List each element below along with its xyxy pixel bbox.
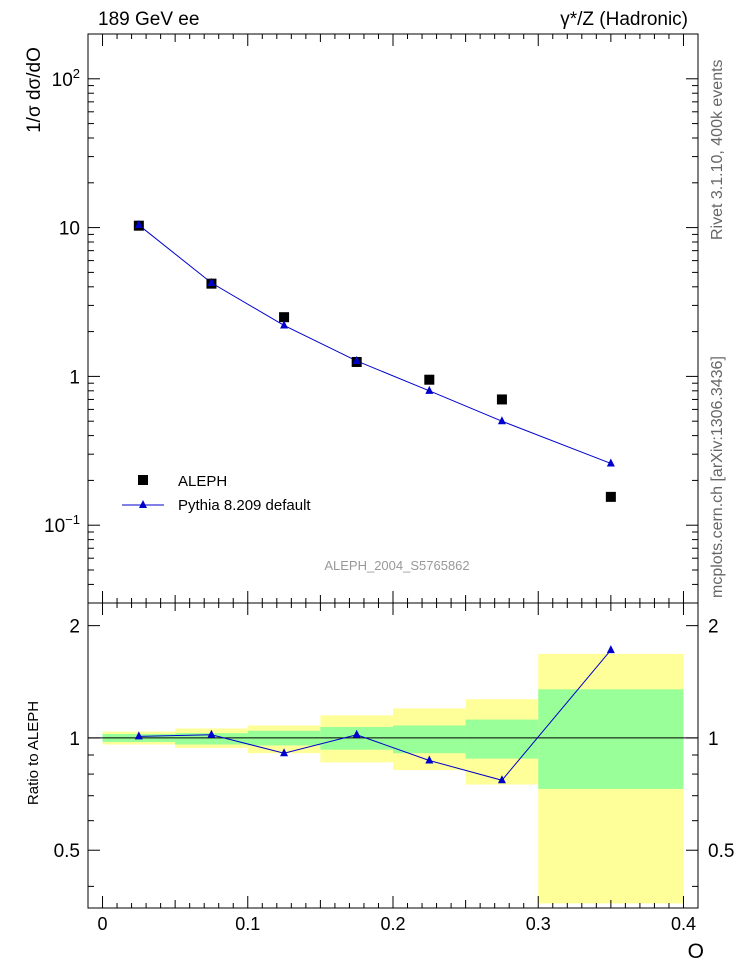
legend-label-aleph: ALEPH: [178, 473, 227, 490]
x-tick-label: 0.3: [526, 914, 551, 934]
ratio-pythia-point: [606, 645, 615, 654]
x-axis-label: O: [688, 940, 704, 963]
ratio-band-inner-1: [175, 733, 248, 745]
aleph-data-point: [496, 394, 507, 405]
ratio-band-inner-6: [538, 689, 684, 789]
pythia-data-point: [207, 277, 216, 286]
ratio-pythia-point: [497, 775, 506, 784]
main-y-tick-label: 1: [69, 367, 80, 388]
main-y-tick-label: 10−1: [44, 512, 80, 537]
aleph-data-point: [605, 491, 616, 502]
ratio-pythia-point: [425, 755, 434, 764]
ratio-y-tick-label-right: 1: [708, 729, 719, 750]
legend-label-pythia: Pythia 8.209 default: [178, 497, 311, 514]
pythia-data-point: [352, 355, 361, 364]
legend-marker-aleph: [138, 475, 148, 485]
aleph-data-point: [279, 312, 290, 323]
aleph-data-point: [424, 374, 435, 385]
pythia-line: [138, 224, 612, 464]
side-label-rivet: Rivet 3.1.10, 400k events: [709, 59, 726, 240]
x-tick-label: 0.4: [671, 914, 696, 934]
pythia-data-point: [497, 416, 506, 425]
ratio-pythia-point: [280, 748, 289, 757]
pythia-data-point: [134, 220, 143, 229]
x-tick-label: 0.1: [235, 914, 260, 934]
ratio-y-tick-label: 0.5: [54, 841, 80, 862]
x-tick-label: 0: [98, 914, 108, 934]
ratio-y-tick-label: 1: [69, 729, 80, 750]
header-left: 189 GeV ee: [98, 9, 199, 30]
ratio-y-tick-label-right: 0.5: [708, 841, 734, 862]
ratio-y-axis-label: Ratio to ALEPH: [25, 701, 42, 805]
ratio-plot-frame: 0 0.1 0.2 0.3 0.4 0.5 0.5 1 1 2 2: [54, 602, 734, 934]
ratio-pythia-point: [134, 731, 143, 740]
main-plot-frame: 102 10 1 10−1: [44, 33, 699, 604]
legend-marker-pythia: [139, 500, 147, 508]
main-plot-border: [87, 33, 699, 604]
pythia-data-point: [606, 458, 615, 467]
main-y-tick-label: 102: [52, 66, 80, 91]
main-y-tick-label: 10: [59, 219, 80, 240]
main-y-axis-label: 1/σ dσ/dO: [24, 47, 45, 133]
pythia-data-point: [425, 385, 434, 394]
ratio-band-inner-5: [465, 719, 539, 759]
legend: ALEPH Pythia 8.209 default: [122, 473, 311, 514]
pythia-data-point: [280, 320, 289, 329]
ratio-y-tick-label: 2: [69, 617, 80, 638]
ratio-pythia-point: [352, 729, 361, 738]
side-label-mcplots: mcplots.cern.ch [arXiv:1306.3436]: [709, 356, 726, 598]
analysis-watermark: ALEPH_2004_S5765862: [324, 558, 469, 573]
ratio-y-tick-label-right: 2: [708, 617, 719, 638]
x-tick-label: 0.2: [380, 914, 405, 934]
header-right: γ*/Z (Hadronic): [560, 9, 688, 30]
ratio-pythia-point: [207, 729, 216, 738]
ratio-band-inner-4: [393, 725, 466, 754]
